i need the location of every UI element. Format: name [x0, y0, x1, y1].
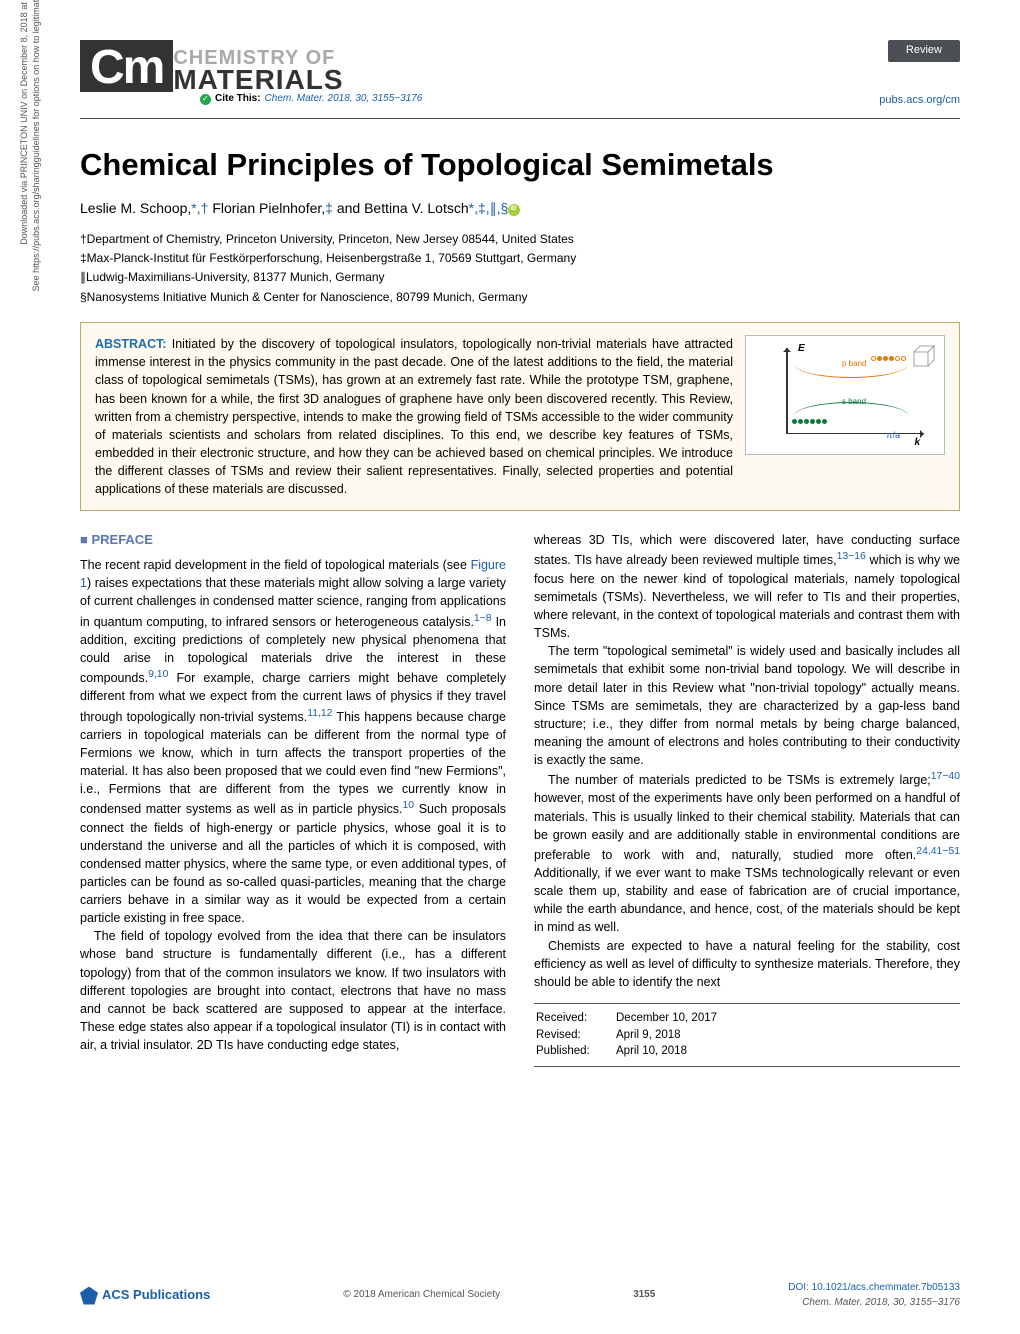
published-date: April 10, 2018: [616, 1043, 687, 1060]
affiliation-4: §Nanosystems Initiative Munich & Center …: [80, 289, 960, 306]
received-label: Received:: [536, 1010, 616, 1027]
abstract: E k p band s band π/a ABSTRACT: Initiate…: [80, 322, 960, 511]
citation[interactable]: 10: [403, 800, 415, 811]
journal-logo: Cm CHEMISTRY OF MATERIALS: [80, 40, 344, 92]
s-band-label: s band: [842, 396, 866, 408]
affiliation-1: †Department of Chemistry, Princeton Univ…: [80, 231, 960, 248]
author-2-sym[interactable]: ‡: [325, 200, 333, 216]
axis-label-k: k: [914, 436, 920, 451]
author-1: Leslie M. Schoop,: [80, 200, 191, 216]
logo-titles: CHEMISTRY OF MATERIALS: [173, 49, 343, 92]
citation[interactable]: 24,41−51: [916, 846, 960, 857]
text-run: Such proposals connect the fields of hig…: [80, 802, 506, 925]
p-band-label: p band: [842, 358, 866, 370]
published-label: Published:: [536, 1043, 616, 1060]
acs-publications-logo[interactable]: ACS Publications: [80, 1286, 210, 1305]
citation[interactable]: 9,10: [148, 669, 168, 680]
citation[interactable]: 17−40: [931, 771, 960, 782]
preface-heading: PREFACE: [80, 531, 506, 550]
paragraph: The recent rapid development in the fiel…: [80, 556, 506, 927]
author-list: Leslie M. Schoop,*,† Florian Pielnhofer,…: [80, 198, 960, 218]
paragraph: Chemists are expected to have a natural …: [534, 937, 960, 991]
affiliation-3: ∥Ludwig-Maximilians-University, 81377 Mu…: [80, 269, 960, 286]
citation[interactable]: 13−16: [837, 551, 866, 562]
header: Cm CHEMISTRY OF MATERIALS Review: [80, 40, 960, 92]
text-run: ) raises expectations that these materia…: [80, 576, 506, 628]
publication-dates: Received:December 10, 2017 Revised:April…: [534, 1003, 960, 1067]
text-run: This happens because charge carriers in …: [80, 710, 506, 817]
revised-date: April 9, 2018: [616, 1027, 681, 1044]
article-type-badge: Review: [888, 40, 960, 62]
copyright: © 2018 American Chemical Society: [343, 1288, 500, 1303]
cite-link[interactable]: Chem. Mater. 2018, 30, 3155−3176: [265, 92, 423, 107]
column-right: whereas 3D TIs, which were discovered la…: [534, 531, 960, 1067]
affiliations: †Department of Chemistry, Princeton Univ…: [80, 231, 960, 307]
journal-url[interactable]: pubs.acs.org/cm: [80, 93, 960, 109]
page-content: Cm CHEMISTRY OF MATERIALS Review Cite Th…: [0, 0, 1020, 1107]
page-footer: ACS Publications © 2018 American Chemica…: [80, 1281, 960, 1310]
abstract-text-1: Initiated by the discovery of topologica…: [95, 337, 733, 442]
body-columns: PREFACE The recent rapid development in …: [80, 531, 960, 1067]
paragraph: The term "topological semimetal" is wide…: [534, 642, 960, 769]
paragraph: whereas 3D TIs, which were discovered la…: [534, 531, 960, 642]
axis-label-e: E: [798, 342, 805, 357]
text-run: The number of materials predicted to be …: [548, 773, 931, 787]
citation[interactable]: 1−8: [474, 613, 492, 624]
author-3: and Bettina V. Lotsch: [337, 200, 469, 216]
acs-mark-icon: [80, 1287, 98, 1305]
author-1-sym[interactable]: *,†: [191, 200, 208, 216]
abstract-figure: E k p band s band π/a: [745, 335, 945, 455]
header-divider: [80, 118, 960, 119]
text-run: The recent rapid development in the fiel…: [80, 558, 471, 572]
orcid-icon[interactable]: [508, 204, 520, 216]
brillouin-cube-icon: [908, 342, 938, 372]
received-date: December 10, 2017: [616, 1010, 717, 1027]
author-2: Florian Pielnhofer,: [212, 200, 325, 216]
doi-link[interactable]: DOI: 10.1021/acs.chemmater.7b05133: [788, 1282, 960, 1293]
acs-text: ACS Publications: [102, 1286, 210, 1305]
footer-cite: Chem. Mater. 2018, 30, 3155−3176: [802, 1297, 960, 1308]
citation[interactable]: 11,12: [307, 708, 332, 719]
paragraph: The field of topology evolved from the i…: [80, 927, 506, 1054]
text-run: Additionally, if we ever want to make TS…: [534, 866, 960, 934]
abstract-label: ABSTRACT:: [95, 337, 167, 351]
article-title: Chemical Principles of Topological Semim…: [80, 143, 960, 188]
doi-block: DOI: 10.1021/acs.chemmater.7b05133 Chem.…: [788, 1281, 960, 1310]
axis-x: [786, 433, 924, 435]
paragraph: The number of materials predicted to be …: [534, 769, 960, 936]
check-icon: [200, 94, 211, 105]
pi-a-label: π/a: [886, 429, 900, 442]
page-number: 3155: [633, 1288, 655, 1303]
p-orbitals-icon: [871, 356, 906, 361]
logo-line2: MATERIALS: [173, 67, 343, 92]
revised-label: Revised:: [536, 1027, 616, 1044]
cite-prefix: Cite This:: [215, 92, 261, 107]
author-3-sym[interactable]: *,‡,∥,§: [469, 200, 509, 216]
sharing-note: See https://pubs.acs.org/sharingguidelin…: [30, 0, 43, 330]
text-run: however, most of the experiments have on…: [534, 791, 960, 862]
column-left: PREFACE The recent rapid development in …: [80, 531, 506, 1067]
affiliation-2: ‡Max-Planck-Institut für Festkörperforsc…: [80, 250, 960, 267]
s-orbitals-icon: [792, 419, 827, 424]
axis-y: [786, 348, 788, 434]
logo-mark: Cm: [80, 40, 173, 92]
